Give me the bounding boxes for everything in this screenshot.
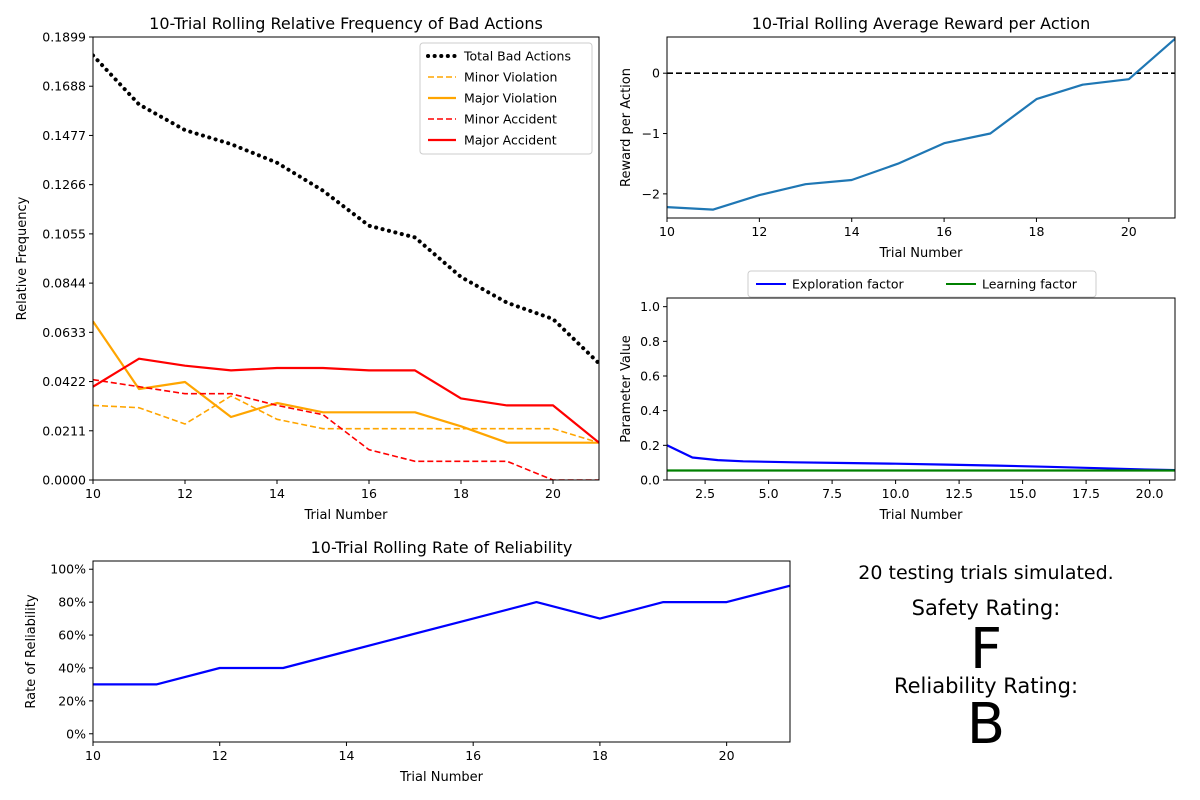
x-tick-label: 12.5 [945, 486, 973, 501]
x-axis-label: Trial Number [879, 508, 964, 523]
plot-frame [666, 36, 1176, 219]
y-tick-label: 0.1899 [42, 30, 86, 45]
series-group [667, 444, 1175, 472]
series-group [667, 37, 1175, 211]
y-tick-label: 0.1266 [42, 177, 86, 192]
x-tick-label: 20 [719, 748, 735, 763]
series-line-4 [93, 378, 599, 480]
x-tick-label: 2.5 [695, 486, 715, 501]
series-line-1 [667, 37, 1175, 211]
chart-1: 10-Trial Rolling Relative Frequency of B… [15, 14, 600, 523]
y-tick-label: 0.1055 [42, 226, 86, 241]
chart-title: 10-Trial Rolling Average Reward per Acti… [752, 14, 1091, 33]
legend-label: Exploration factor [792, 277, 905, 292]
series-line-2 [93, 395, 599, 444]
x-tick-label: 17.5 [1072, 486, 1100, 501]
x-tick-label: 12 [177, 486, 193, 501]
safety-rating-grade: F [970, 617, 1002, 682]
series-group [93, 53, 599, 480]
y-tick-label: 20% [58, 693, 86, 708]
x-tick-label: 14 [339, 748, 355, 763]
chart-title: 10-Trial Rolling Relative Frequency of B… [149, 14, 543, 33]
x-tick-label: 20 [545, 486, 561, 501]
chart-2: 10-Trial Rolling Average Reward per Acti… [619, 14, 1176, 261]
y-axis-label: Parameter Value [619, 335, 634, 442]
series-line-1 [93, 53, 599, 366]
x-tick-label: 18 [453, 486, 469, 501]
y-tick-label: 0% [66, 726, 86, 741]
series-line-1 [93, 584, 790, 686]
y-tick-label: 0.1477 [42, 128, 86, 143]
x-tick-label: 7.5 [822, 486, 842, 501]
y-tick-label: 40% [58, 660, 86, 675]
x-tick-label: 18 [592, 748, 608, 763]
plots-layer: 10-Trial Rolling Relative Frequency of B… [15, 14, 1176, 785]
y-tick-label: 80% [58, 595, 86, 610]
legend-label: Total Bad Actions [463, 49, 571, 64]
x-axis-label: Trial Number [304, 508, 389, 523]
legend-box [747, 270, 1097, 298]
y-tick-label: 0.0211 [42, 423, 86, 438]
series-line-1 [667, 444, 1175, 472]
x-axis-label: Trial Number [399, 770, 484, 785]
x-tick-label: 10 [659, 224, 675, 239]
y-tick-label: −1 [642, 126, 660, 141]
x-tick-label: 14 [844, 224, 860, 239]
y-tick-label: −2 [642, 186, 660, 201]
plot-frame [666, 297, 1176, 481]
legend-label: Major Accident [464, 133, 557, 148]
x-tick-label: 18 [1029, 224, 1045, 239]
y-axis-label: Relative Frequency [15, 196, 30, 320]
trials-simulated-text: 20 testing trials simulated. [858, 562, 1113, 584]
reliability-rating-grade: B [967, 692, 1005, 757]
y-tick-label: 0.8 [640, 334, 660, 349]
y-tick-label: 60% [58, 628, 86, 643]
chart-title: 10-Trial Rolling Rate of Reliability [311, 538, 573, 557]
x-tick-label: 12 [212, 748, 228, 763]
summary-panel: 20 testing trials simulated. Safety Rati… [858, 562, 1113, 757]
chart-3: 2.5 5.0 7.5 10.0 12.5 15.0 17.5 20.0 0.0 0.2 0.4 0.… [619, 270, 1176, 523]
y-tick-label: 0.1688 [42, 79, 86, 94]
y-tick-label: 0.0000 [42, 473, 86, 488]
legend-label: Minor Violation [464, 70, 557, 85]
legend-label: Major Violation [464, 91, 557, 106]
legend-label: Learning factor [982, 277, 1078, 292]
y-axis-label: Reward per Action [619, 68, 634, 187]
x-tick-label: 5.0 [759, 486, 779, 501]
y-tick-label: 1.0 [640, 299, 660, 314]
y-tick-label: 0.0844 [42, 276, 86, 291]
x-tick-label: 16 [361, 486, 377, 501]
plot-frame [92, 560, 791, 743]
y-tick-label: 0.4 [640, 403, 660, 418]
x-tick-label: 16 [936, 224, 952, 239]
plot-frame [92, 36, 600, 481]
y-axis-label: Rate of Reliability [24, 594, 39, 708]
legend-label: Minor Accident [464, 112, 557, 127]
y-tick-label: 100% [50, 562, 86, 577]
y-tick-label: 0.2 [640, 438, 660, 453]
series-line-3 [93, 320, 599, 444]
x-tick-label: 12 [751, 224, 767, 239]
x-tick-label: 10.0 [882, 486, 910, 501]
series-group [93, 584, 790, 686]
chart-4: 10-Trial Rolling Rate of Reliability 10 12… [24, 538, 791, 785]
x-tick-label: 16 [465, 748, 481, 763]
legend-box [419, 42, 593, 155]
y-tick-label: 0 [652, 66, 660, 81]
series-line-5 [93, 357, 599, 444]
y-tick-label: 0.0422 [42, 374, 86, 389]
y-tick-label: 0.0633 [42, 325, 86, 340]
x-axis-label: Trial Number [879, 246, 964, 261]
x-tick-label: 10 [85, 748, 101, 763]
y-tick-label: 0.0 [640, 473, 660, 488]
safety-rating-label: Safety Rating: [912, 596, 1061, 620]
x-tick-label: 15.0 [1009, 486, 1037, 501]
reliability-rating-label: Reliability Rating: [894, 674, 1078, 698]
x-tick-label: 10 [85, 486, 101, 501]
y-tick-label: 0.6 [640, 369, 660, 384]
x-tick-label: 14 [269, 486, 285, 501]
x-tick-label: 20.0 [1136, 486, 1164, 501]
x-tick-label: 20 [1121, 224, 1137, 239]
